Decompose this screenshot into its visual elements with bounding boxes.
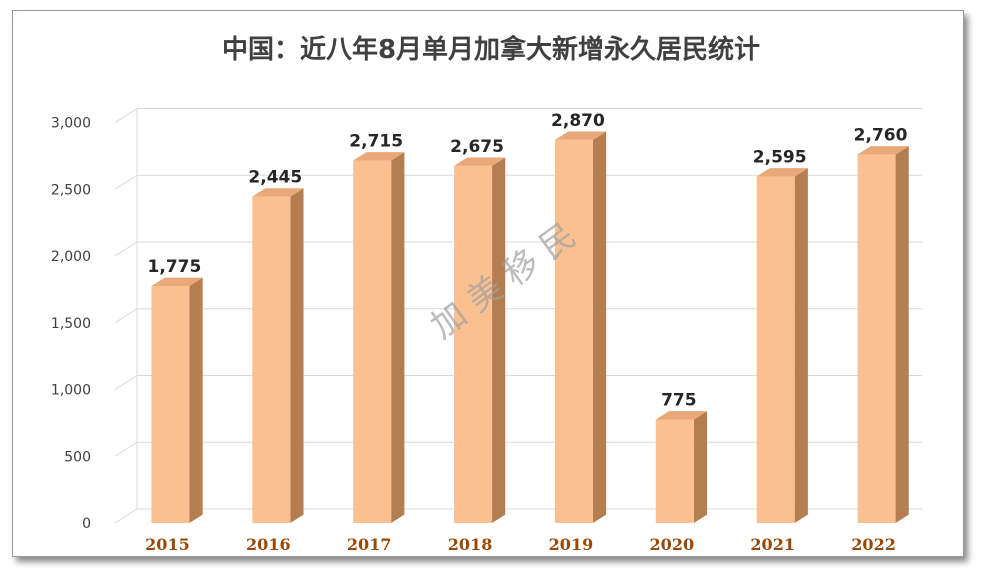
- bar: [554, 131, 607, 524]
- data-label: 2,595: [753, 148, 807, 168]
- data-label: 2,445: [248, 168, 302, 188]
- bar: [454, 157, 506, 524]
- y-tick-label: 500: [64, 449, 91, 465]
- bar-front: [554, 139, 593, 524]
- data-label: 2,715: [349, 132, 403, 152]
- bar-top: [655, 411, 708, 420]
- data-label: 1,775: [148, 257, 202, 277]
- y-tick-label: 1,500: [51, 316, 91, 332]
- bar-front: [454, 165, 493, 523]
- gridline-depth: [114, 375, 138, 390]
- y-axis-ticks: 0 500 1,000 1,500 2,000 2,500 3,000: [51, 116, 91, 533]
- gridline-depth: [114, 174, 138, 190]
- bar-side: [693, 411, 708, 523]
- x-tick-label: 2016: [246, 535, 291, 554]
- bar: [353, 152, 405, 524]
- bar-front: [252, 196, 291, 523]
- bar: [756, 168, 808, 524]
- bar-top: [353, 152, 405, 161]
- x-axis-ticks: 2015 2016 2017 2018 2019 2020 2021 2022: [145, 535, 896, 554]
- x-tick-label: 2015: [145, 535, 190, 554]
- bar-side: [290, 188, 304, 523]
- gridline-depth: [114, 508, 138, 524]
- bar-top: [857, 146, 909, 155]
- bar-side: [794, 168, 808, 524]
- chart-title: 中国：近八年8月单月加拿大新增永久居民统计: [222, 34, 760, 65]
- x-tick-label: 2022: [851, 535, 896, 554]
- data-label: 2,870: [551, 111, 605, 131]
- bar-top: [151, 277, 203, 287]
- bar: [857, 146, 909, 524]
- bar-side: [189, 277, 203, 523]
- bar-front: [857, 154, 896, 524]
- bar-side: [391, 152, 405, 523]
- bar-top: [554, 131, 607, 140]
- bar-front: [655, 419, 694, 523]
- bar-side: [592, 131, 607, 523]
- bar: [151, 277, 203, 523]
- x-tick-label: 2021: [750, 535, 795, 554]
- gridline-depth: [114, 241, 138, 257]
- gridline-depth: [114, 108, 138, 123]
- bar-front: [353, 160, 392, 524]
- bar: [655, 411, 708, 523]
- gridline-depth: [114, 308, 138, 324]
- y-tick-label: 1,000: [51, 383, 91, 399]
- x-tick-label: 2017: [347, 535, 392, 554]
- data-labels: 1,775 2,445 2,715 2,675 2,870 775 2,595 2,760: [148, 111, 908, 411]
- bar: [252, 188, 304, 523]
- y-tick-label: 2,500: [51, 182, 91, 198]
- bar-top: [454, 157, 506, 166]
- bar-front: [756, 176, 795, 523]
- x-tick-label: 2019: [549, 535, 594, 554]
- y-tick-label: 2,000: [51, 249, 91, 265]
- x-tick-label: 2020: [650, 535, 695, 554]
- bar-front: [151, 286, 190, 523]
- gridline-depth: [114, 441, 138, 457]
- bar-side: [895, 146, 909, 523]
- data-label: 775: [661, 391, 697, 411]
- y-tick-label: 3,000: [51, 116, 91, 132]
- data-label: 2,675: [450, 137, 504, 157]
- bar-side: [492, 157, 506, 524]
- bar-top: [252, 188, 304, 197]
- bars: [151, 131, 909, 524]
- x-tick-label: 2018: [448, 535, 493, 554]
- y-tick-label: 0: [82, 516, 91, 532]
- bar-top: [756, 168, 808, 177]
- data-label: 2,760: [854, 126, 908, 146]
